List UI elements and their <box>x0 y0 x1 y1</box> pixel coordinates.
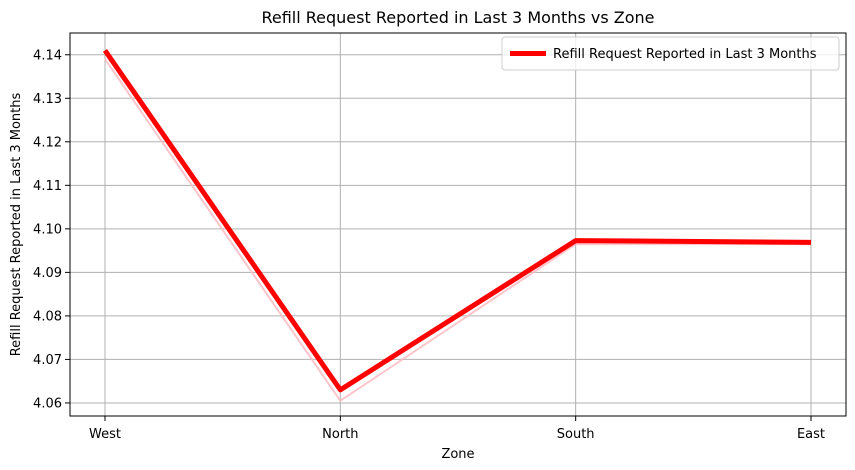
y-tick-label: 4.08 <box>33 309 62 324</box>
x-axis-label: Zone <box>441 447 474 462</box>
legend-box <box>501 36 840 71</box>
y-tick-label: 4.06 <box>33 396 62 411</box>
y-tick-label: 4.07 <box>33 353 62 368</box>
legend-label: Refill Request Reported in Last 3 Months <box>553 47 817 62</box>
y-tick-label: 4.09 <box>33 266 62 281</box>
x-tick-label: North <box>322 427 358 442</box>
series-line <box>102 48 812 393</box>
x-tick-label: West <box>89 427 121 442</box>
y-tick-label: 4.11 <box>33 179 62 194</box>
legend: Refill Request Reported in Last 3 Months <box>501 36 840 71</box>
y-tick-label: 4.12 <box>33 135 62 150</box>
shadow-line <box>104 58 811 403</box>
chart-title: Refill Request Reported in Last 3 Months… <box>261 8 654 27</box>
shadow-band <box>104 58 811 403</box>
plot-frame <box>69 32 847 417</box>
grid-lines <box>70 33 846 416</box>
series-layer <box>102 48 812 393</box>
x-tick-label: East <box>797 427 825 442</box>
y-tick-label: 4.14 <box>33 48 62 63</box>
y-tick-label: 4.10 <box>33 222 62 237</box>
y-tick-label: 4.13 <box>33 92 62 107</box>
y-axis-label: Refill Request Reported in Last 3 Months <box>9 93 24 357</box>
x-tick-label: South <box>557 427 595 442</box>
axis-ticks: West North South East 4.06 4.07 4.08 4.09 4.10 4.… <box>33 48 825 442</box>
